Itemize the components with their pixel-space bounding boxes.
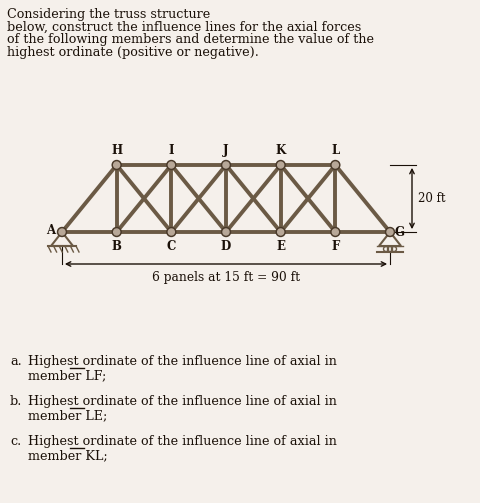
Circle shape — [113, 162, 120, 168]
Text: A: A — [46, 223, 55, 236]
Text: K: K — [275, 144, 285, 157]
Circle shape — [223, 162, 228, 168]
Text: below, construct the influence lines for the axial forces: below, construct the influence lines for… — [7, 21, 360, 34]
Circle shape — [330, 227, 339, 236]
Circle shape — [330, 160, 339, 170]
Text: I: I — [168, 144, 174, 157]
Circle shape — [386, 229, 392, 235]
Circle shape — [59, 229, 65, 235]
Text: 20 ft: 20 ft — [417, 192, 444, 205]
Circle shape — [112, 227, 121, 236]
Text: member LE;: member LE; — [28, 409, 107, 422]
Circle shape — [112, 160, 121, 170]
Circle shape — [223, 229, 228, 235]
Text: member KL;: member KL; — [28, 449, 108, 462]
Text: Highest ordinate of the influence line of axial in: Highest ordinate of the influence line o… — [28, 435, 336, 448]
Text: C: C — [166, 240, 176, 253]
Text: highest ordinate (positive or negative).: highest ordinate (positive or negative). — [7, 45, 258, 58]
Circle shape — [276, 160, 285, 170]
Text: Highest ordinate of the influence line of axial in: Highest ordinate of the influence line o… — [28, 395, 336, 408]
Circle shape — [113, 229, 120, 235]
Circle shape — [332, 229, 337, 235]
Circle shape — [168, 162, 174, 168]
Text: of the following members and determine the value of the: of the following members and determine t… — [7, 33, 373, 46]
Circle shape — [332, 162, 337, 168]
Text: B: B — [111, 240, 121, 253]
Text: L: L — [331, 144, 339, 157]
Text: a.: a. — [10, 355, 22, 368]
Circle shape — [277, 162, 283, 168]
Circle shape — [167, 227, 176, 236]
Text: b.: b. — [10, 395, 23, 408]
Circle shape — [221, 160, 230, 170]
Circle shape — [221, 227, 230, 236]
Text: J: J — [223, 144, 228, 157]
Circle shape — [276, 227, 285, 236]
Text: G: G — [394, 225, 404, 238]
Circle shape — [167, 160, 176, 170]
Text: D: D — [220, 240, 231, 253]
Text: F: F — [331, 240, 339, 253]
Text: H: H — [111, 144, 122, 157]
Text: E: E — [276, 240, 285, 253]
Text: c.: c. — [10, 435, 21, 448]
Text: Considering the truss structure: Considering the truss structure — [7, 8, 210, 21]
Circle shape — [58, 227, 66, 236]
Text: 6 panels at 15 ft = 90 ft: 6 panels at 15 ft = 90 ft — [152, 271, 300, 284]
Circle shape — [277, 229, 283, 235]
Text: member LF;: member LF; — [28, 369, 106, 382]
Circle shape — [168, 229, 174, 235]
Circle shape — [384, 227, 394, 236]
Text: Highest ordinate of the influence line of axial in: Highest ordinate of the influence line o… — [28, 355, 336, 368]
